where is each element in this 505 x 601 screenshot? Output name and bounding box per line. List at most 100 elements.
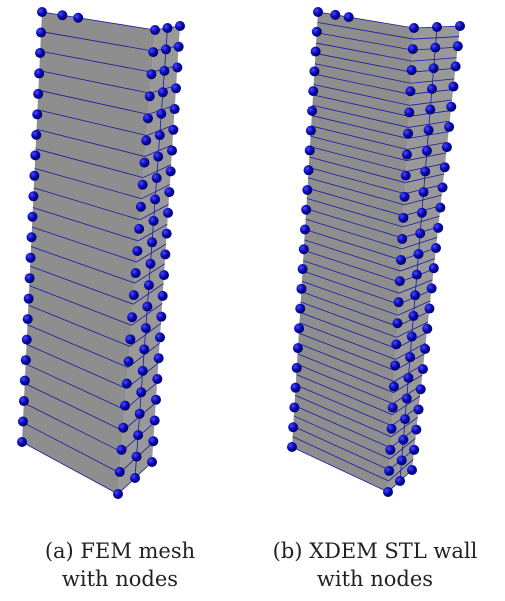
node [420, 344, 430, 354]
node [132, 452, 142, 462]
node [405, 86, 415, 96]
node [131, 268, 141, 278]
node [301, 205, 311, 215]
node [147, 237, 157, 247]
node [151, 395, 161, 405]
node [139, 158, 149, 168]
node [139, 344, 149, 354]
node [302, 185, 312, 195]
node [37, 7, 47, 17]
node [438, 182, 448, 192]
node [118, 423, 128, 433]
node [403, 128, 413, 138]
node [404, 107, 414, 117]
node [133, 430, 143, 440]
node [134, 224, 144, 234]
node [429, 263, 439, 273]
node [288, 422, 298, 432]
node [19, 396, 29, 406]
node [383, 487, 393, 497]
node [453, 41, 463, 51]
node [395, 476, 405, 486]
node [150, 415, 160, 425]
node [156, 109, 166, 119]
node [397, 234, 407, 244]
caption: with nodes [62, 567, 178, 591]
node [309, 66, 319, 76]
node [422, 146, 432, 156]
node [300, 225, 310, 235]
node [125, 334, 135, 344]
node [416, 384, 426, 394]
node [409, 23, 419, 33]
node [430, 43, 440, 53]
node [150, 25, 160, 35]
node [295, 304, 305, 314]
node [427, 84, 437, 94]
caption: with nodes [317, 567, 433, 591]
node [141, 323, 151, 333]
node [388, 403, 398, 413]
node [22, 335, 32, 345]
node [305, 145, 315, 155]
node [392, 318, 402, 328]
node [25, 273, 35, 283]
node [398, 213, 408, 223]
node [390, 360, 400, 370]
node [155, 130, 165, 140]
node [411, 425, 421, 435]
node [415, 228, 425, 238]
node [313, 7, 323, 17]
node [24, 294, 34, 304]
node [389, 382, 399, 392]
node [391, 339, 401, 349]
page: (a) FEM mesh with nodes (b) XDEM STL wal… [0, 0, 505, 601]
node [143, 113, 153, 123]
node [312, 27, 322, 37]
node [448, 82, 458, 92]
node [168, 125, 178, 135]
node [424, 304, 434, 314]
node [26, 253, 36, 263]
node [21, 355, 31, 365]
node [129, 290, 139, 300]
node [167, 146, 177, 156]
node [150, 194, 160, 204]
figure: (a) FEM mesh with nodes (b) XDEM STL wal… [0, 0, 505, 601]
node [299, 244, 309, 254]
node [451, 61, 461, 71]
node [425, 105, 435, 115]
node [287, 442, 297, 452]
node [113, 489, 123, 499]
node [135, 409, 145, 419]
caption: (a) FEM mesh [45, 539, 195, 563]
node [417, 208, 427, 218]
node [153, 152, 163, 162]
node [298, 264, 308, 274]
node [145, 259, 155, 269]
node [30, 150, 40, 160]
node [148, 436, 158, 446]
node [424, 125, 434, 135]
node [57, 10, 67, 20]
node [159, 270, 169, 280]
node [164, 187, 174, 197]
node [289, 402, 299, 412]
node [141, 135, 151, 145]
node [418, 364, 428, 374]
node [27, 232, 37, 242]
node [408, 311, 418, 321]
node [146, 69, 156, 79]
node [148, 47, 158, 57]
node [175, 21, 185, 31]
node [158, 291, 168, 301]
node [136, 202, 146, 212]
node [414, 404, 424, 414]
node [344, 12, 354, 22]
node [429, 63, 439, 73]
node [409, 445, 419, 455]
node [407, 465, 417, 475]
node [158, 87, 168, 97]
renderings [17, 7, 465, 499]
node [294, 323, 304, 333]
